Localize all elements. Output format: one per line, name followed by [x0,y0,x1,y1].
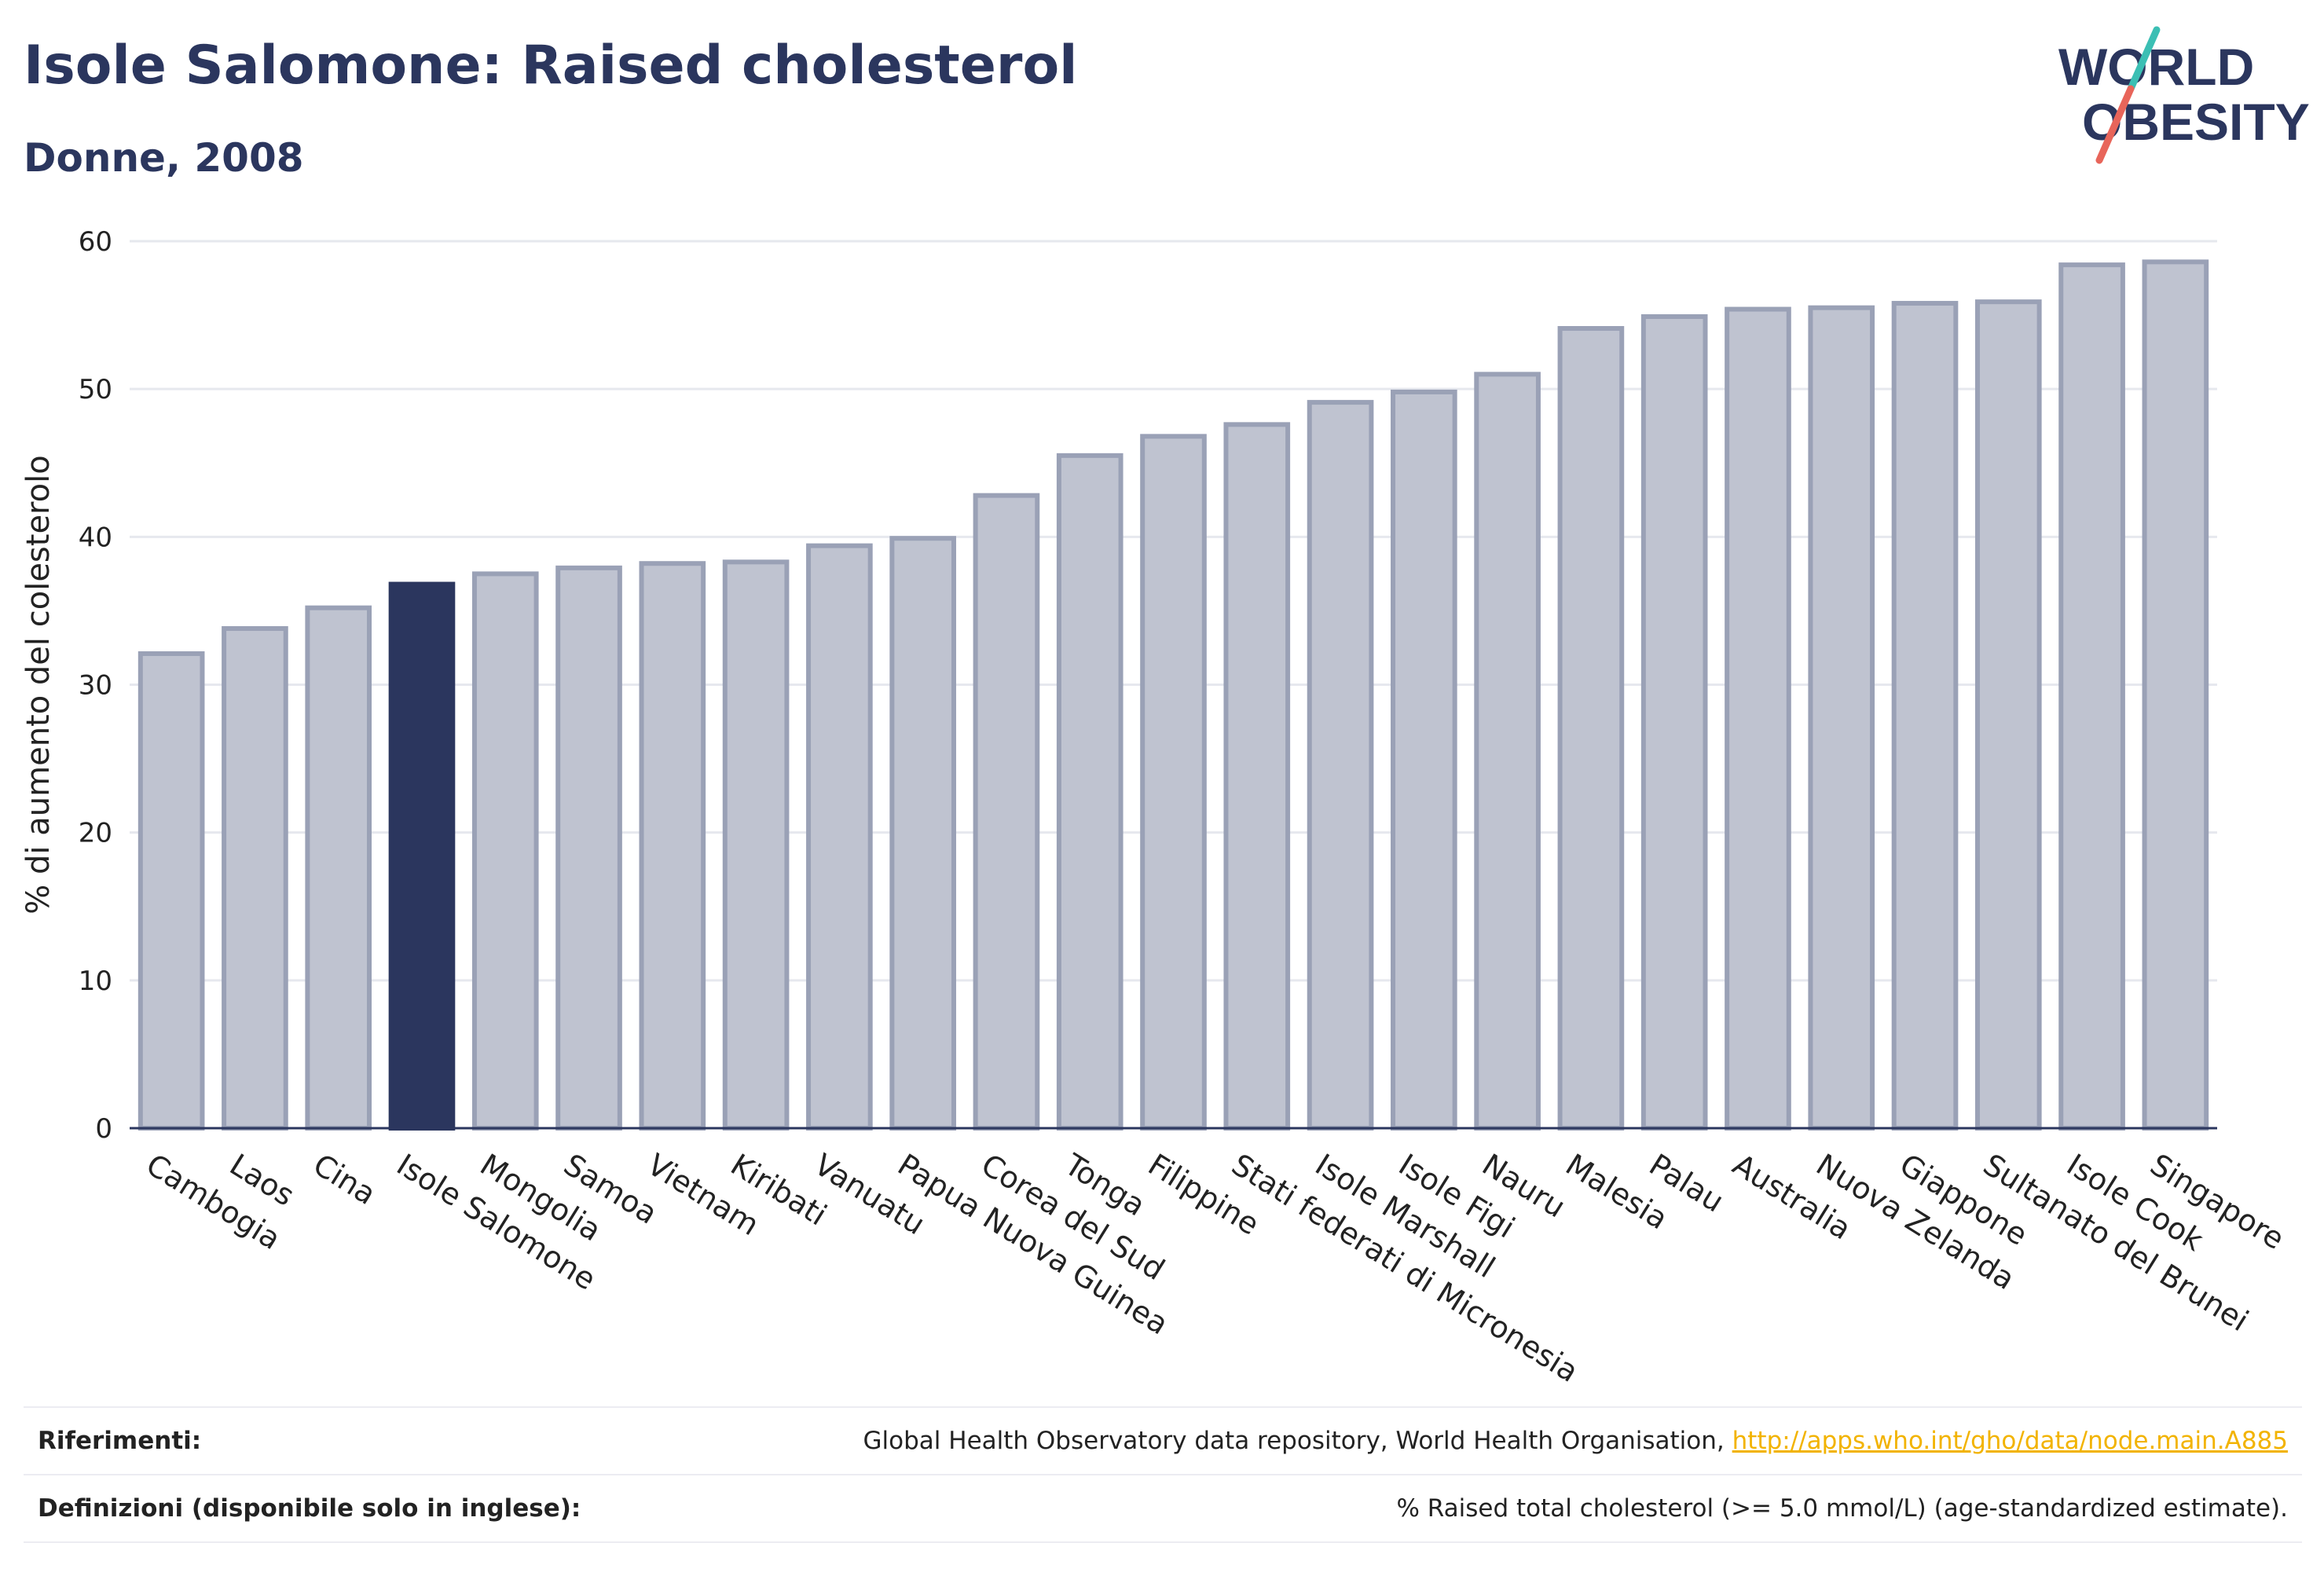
bar [806,543,873,1131]
references-link[interactable]: http://apps.who.int/gho/data/node.main.A… [1732,1427,2288,1455]
bar [1557,326,1625,1131]
y-tick-label: 20 [79,818,112,849]
bar [1640,313,1708,1131]
bar [2058,262,2125,1131]
bar [1474,372,1541,1131]
bar [2142,259,2209,1131]
x-tick-label: Cina [307,1147,382,1211]
references-value: Global Health Observatory data repositor… [863,1408,2288,1474]
bar [471,571,539,1131]
y-tick-label: 0 [95,1113,112,1145]
world-obesity-logo-icon: WORLD OBESITY [2058,26,2310,164]
logo-line1: WORLD [2058,38,2254,96]
y-axis-label: % di aumento del colesterolo [20,455,57,914]
bar [722,559,790,1131]
bar [1808,305,1875,1131]
bars [137,259,2209,1131]
y-tick-label: 40 [79,522,112,553]
footer-divider-bottom [24,1541,2302,1543]
bar [1725,306,1791,1131]
y-tick-label: 60 [79,226,112,258]
bar [1974,299,2042,1131]
definitions-row: Definizioni (disponibile solo in inglese… [24,1475,2302,1541]
references-row: Riferimenti: Global Health Observatory d… [24,1408,2302,1474]
bar [1056,453,1124,1131]
y-tick-label: 10 [79,966,112,997]
bar [1140,434,1207,1131]
bar [1391,389,1457,1131]
page-title: Isole Salomone: Raised cholesterol [24,35,1078,97]
bar [639,561,706,1131]
page-subtitle: Donne, 2008 [24,135,304,181]
bar [889,536,956,1131]
references-text: Global Health Observatory data repositor… [863,1427,1732,1455]
y-tick-label: 50 [79,374,112,405]
definitions-value: % Raised total cholesterol (>= 5.0 mmol/… [1396,1494,2288,1523]
bar [222,625,288,1131]
bar [1307,400,1374,1131]
bar [305,605,372,1131]
footer-divider-mid [24,1474,2302,1475]
bar [1223,422,1291,1131]
y-tick-labels: 0 10 20 30 40 50 60 [79,226,112,1145]
footer-divider-top [24,1406,2302,1408]
bar [1891,301,1959,1131]
definitions-label: Definizioni (disponibile solo in inglese… [38,1494,581,1523]
bar [973,493,1040,1131]
bar [137,651,205,1131]
bar [555,565,622,1131]
y-tick-label: 30 [79,670,112,702]
references-label: Riferimenti: [38,1427,202,1455]
bar-highlight [388,581,456,1131]
